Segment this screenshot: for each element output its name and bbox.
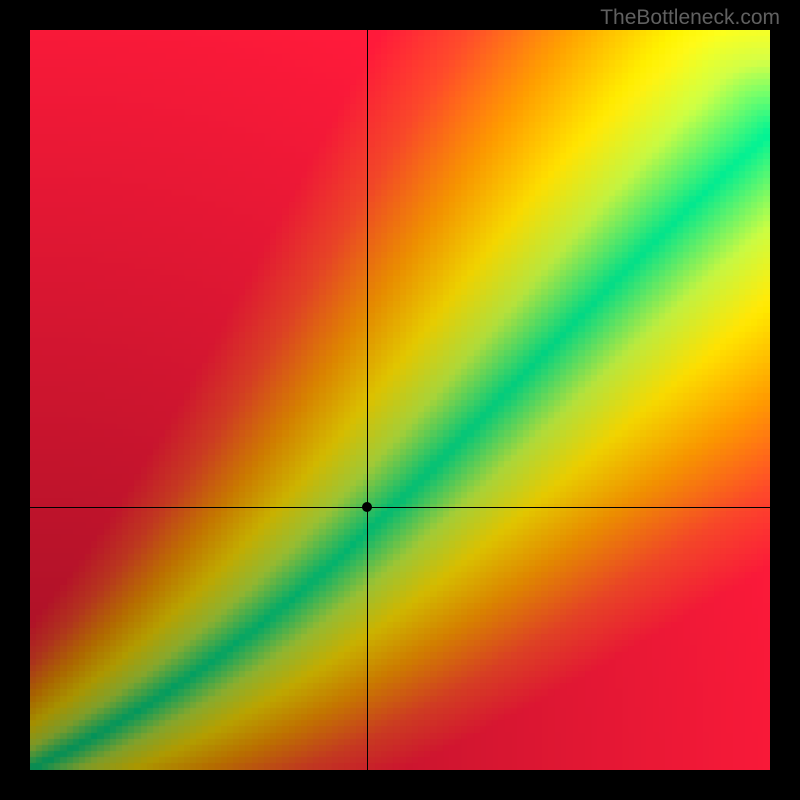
heatmap-plot — [30, 30, 770, 770]
crosshair-horizontal — [30, 507, 770, 508]
crosshair-vertical — [367, 30, 368, 770]
crosshair-marker — [362, 502, 372, 512]
heatmap-canvas — [30, 30, 770, 770]
watermark-text: TheBottleneck.com — [600, 6, 780, 30]
